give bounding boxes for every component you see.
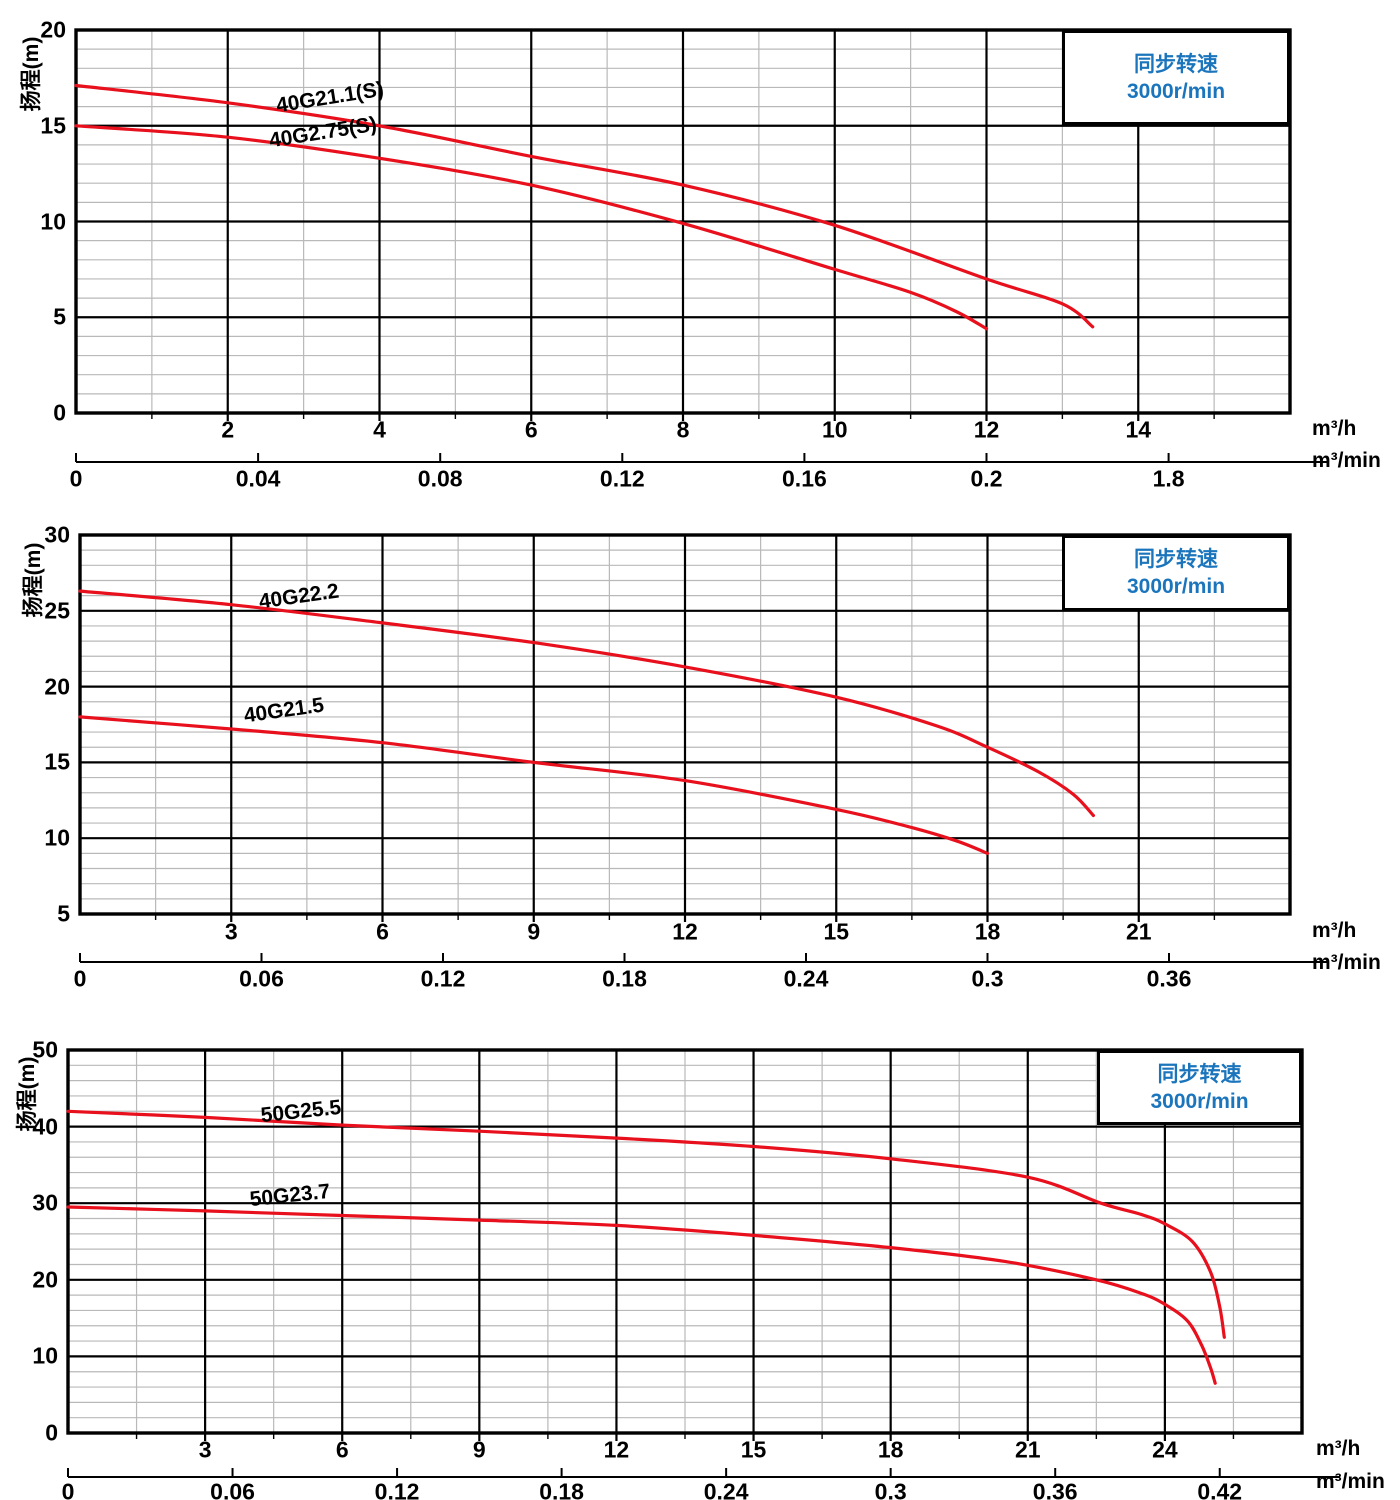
- x-tick-label: 18: [974, 918, 1001, 945]
- x-tick-label: 3: [224, 918, 238, 945]
- x-tick-label: 9: [472, 1436, 486, 1463]
- y-tick-label: 10: [40, 208, 66, 234]
- y-tick-label: 25: [44, 597, 70, 624]
- x2-tick-label: 0: [73, 965, 87, 992]
- x-tick-label: 12: [973, 416, 1000, 443]
- legend-sync-speed-label: 同步转速: [1157, 1062, 1242, 1086]
- secondary-axis: [75, 453, 1328, 463]
- y-tick-label: 20: [32, 1266, 58, 1293]
- x-tick-label: 15: [823, 918, 850, 945]
- x2-tick-label: 0: [69, 465, 83, 492]
- y-tick-label: 40: [32, 1113, 58, 1140]
- primary-unit-label: m³/h: [1316, 1437, 1361, 1460]
- x2-tick-label: 0.06: [210, 1478, 255, 1500]
- y-tick-label: 20: [40, 16, 66, 43]
- y-tick-label: 10: [44, 824, 70, 851]
- primary-unit-label: m³/h: [1312, 417, 1357, 440]
- chart-3-plot: [66, 1048, 1340, 1478]
- x-tick-label: 14: [1125, 416, 1152, 443]
- legend-box: 同步转速 3000r/min: [1062, 535, 1290, 611]
- y-tick-label: 5: [53, 303, 66, 330]
- pump-curve: [78, 715, 990, 855]
- x-tick-label: 8: [676, 416, 690, 443]
- legend-box: 同步转速 3000r/min: [1062, 30, 1290, 125]
- x-tick-label: 9: [527, 918, 541, 945]
- pump-curve: [66, 1109, 1226, 1339]
- x2-tick-label: 1.8: [1152, 465, 1185, 492]
- legend-sync-speed-label: 同步转速: [1134, 548, 1218, 571]
- x2-tick-label: 0.36: [1146, 965, 1192, 992]
- y-tick-label: 5: [57, 900, 70, 927]
- x2-tick-label: 0.08: [417, 465, 463, 492]
- x2-tick-label: 0.12: [599, 465, 645, 492]
- x2-tick-label: 0.16: [782, 465, 827, 492]
- x2-tick-label: 0.42: [1197, 1478, 1243, 1500]
- x-tick-label: 12: [672, 918, 698, 945]
- pump-curve: [74, 124, 989, 331]
- x2-tick-label: 0.24: [783, 965, 829, 992]
- y-tick-label: 0: [45, 1419, 58, 1446]
- x2-tick-label: 0: [61, 1478, 75, 1500]
- legend-speed-value: 3000r/min: [1126, 575, 1226, 598]
- y-tick-label: 0: [53, 399, 66, 426]
- plot-border: [74, 28, 1292, 415]
- x2-tick-label: 0.36: [1032, 1478, 1078, 1500]
- x-tick-label: 21: [1014, 1436, 1041, 1463]
- y-tick-label: 50: [32, 1036, 58, 1063]
- x-tick-label: 10: [821, 416, 848, 443]
- y-tick-label: 15: [40, 112, 66, 139]
- pump-curve: [74, 83, 1095, 329]
- x2-tick-label: 0.04: [235, 465, 281, 492]
- legend-speed-value: 3000r/min: [1150, 1089, 1249, 1113]
- legend-box: 同步转速 3000r/min: [1097, 1050, 1302, 1125]
- x2-tick-label: 0.18: [602, 965, 647, 992]
- secondary-axis: [79, 953, 1328, 963]
- x2-tick-label: 0.18: [539, 1478, 584, 1500]
- primary-unit-label: m³/h: [1312, 919, 1357, 942]
- y-axis-title: 扬程(m): [20, 36, 43, 112]
- secondary-axis: [67, 1468, 1340, 1478]
- x-tick-label: 21: [1125, 918, 1152, 945]
- x2-tick-label: 0.3: [971, 965, 1004, 992]
- x2-tick-label: 0.24: [703, 1478, 749, 1500]
- x-tick-label: 3: [198, 1436, 212, 1463]
- x-tick-label: 12: [603, 1436, 630, 1463]
- secondary-unit-label: m³/min: [1312, 951, 1381, 974]
- x2-tick-label: 0.12: [374, 1478, 420, 1500]
- x2-tick-label: 0.2: [970, 465, 1003, 492]
- secondary-unit-label: m³/min: [1316, 1470, 1385, 1493]
- legend-sync-speed-label: 同步转速: [1134, 52, 1218, 76]
- y-tick-label: 30: [44, 521, 70, 548]
- pump-curve: [66, 1205, 1217, 1385]
- y-tick-label: 30: [32, 1189, 58, 1216]
- x-tick-label: 2: [221, 416, 235, 443]
- x-tick-label: 6: [524, 416, 538, 443]
- y-tick-label: 10: [32, 1342, 58, 1369]
- chart-2-plot: [78, 533, 1328, 963]
- y-tick-label: 15: [44, 748, 70, 775]
- pump-curve: [78, 589, 1095, 818]
- legend-speed-value: 3000r/min: [1126, 79, 1226, 103]
- x-tick-label: 15: [740, 1436, 767, 1463]
- x-tick-label: 6: [335, 1436, 349, 1463]
- x-tick-label: 24: [1152, 1436, 1178, 1463]
- y-tick-label: 20: [44, 673, 70, 700]
- x2-tick-label: 0.3: [874, 1478, 907, 1500]
- x-tick-label: 18: [877, 1436, 904, 1463]
- x2-tick-label: 0.12: [420, 965, 466, 992]
- x-tick-label: 4: [373, 416, 386, 443]
- plot-border: [66, 1048, 1304, 1435]
- x2-tick-label: 0.06: [239, 965, 284, 992]
- secondary-unit-label: m³/min: [1312, 449, 1381, 472]
- plot-border: [78, 533, 1292, 916]
- x-tick-label: 6: [376, 918, 389, 945]
